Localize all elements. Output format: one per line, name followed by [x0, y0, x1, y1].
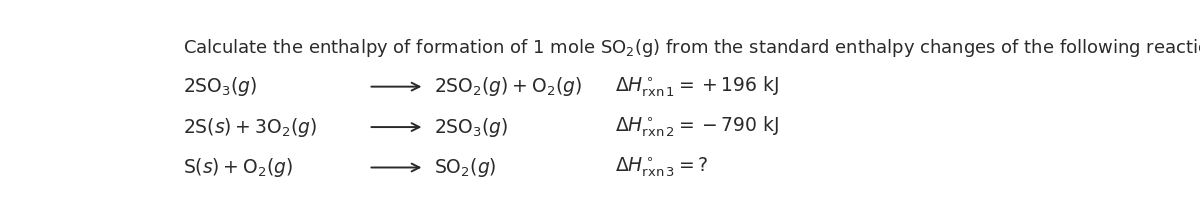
Text: $2\mathrm{S}(s) + 3\mathrm{O}_2(g)$: $2\mathrm{S}(s) + 3\mathrm{O}_2(g)$ [182, 116, 317, 139]
Text: $\Delta H^\circ_{\mathrm{rxn\,2}} = -790\ \mathrm{kJ}$: $\Delta H^\circ_{\mathrm{rxn\,2}} = -790… [616, 115, 779, 139]
Text: $2\mathrm{SO}_3(g)$: $2\mathrm{SO}_3(g)$ [182, 75, 257, 98]
Text: $\Delta H^\circ_{\mathrm{rxn\,1}} = +196\ \mathrm{kJ}$: $\Delta H^\circ_{\mathrm{rxn\,1}} = +196… [616, 74, 779, 99]
Text: Calculate the enthalpy of formation of 1 mole SO$_2$(g) from the standard enthal: Calculate the enthalpy of formation of 1… [182, 37, 1200, 59]
Text: $2\mathrm{SO}_3(g)$: $2\mathrm{SO}_3(g)$ [433, 116, 509, 139]
Text: $2\mathrm{SO}_2(g) + \mathrm{O}_2(g)$: $2\mathrm{SO}_2(g) + \mathrm{O}_2(g)$ [433, 75, 582, 98]
Text: $\Delta H^\circ_{\mathrm{rxn\,3}} = ?$: $\Delta H^\circ_{\mathrm{rxn\,3}} = ?$ [616, 156, 708, 179]
Text: $\mathrm{SO}_2(g)$: $\mathrm{SO}_2(g)$ [433, 156, 497, 179]
Text: $\mathrm{S}(s) + \mathrm{O}_2(g)$: $\mathrm{S}(s) + \mathrm{O}_2(g)$ [182, 156, 293, 179]
